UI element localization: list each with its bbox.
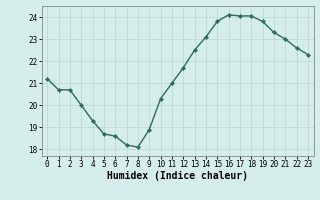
- X-axis label: Humidex (Indice chaleur): Humidex (Indice chaleur): [107, 171, 248, 181]
